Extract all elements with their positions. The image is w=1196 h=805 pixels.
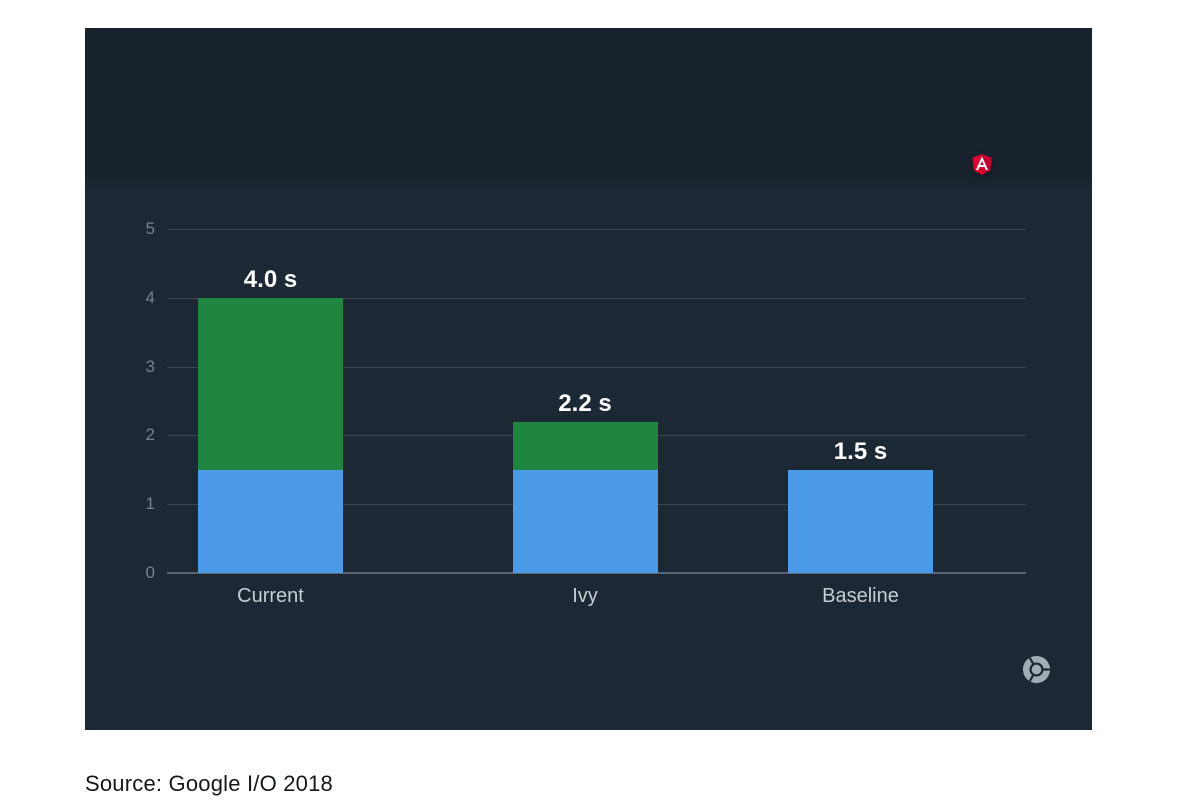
y-tick-label: 2 xyxy=(145,425,155,445)
bar-segment-framework-overhead xyxy=(512,421,658,470)
x-axis-label: Ivy xyxy=(572,585,598,607)
bar-chart: 5 4 3 2 1 0 4.0 s Current 2.2 s Ivy 1.5 s Baseline xyxy=(85,28,1092,730)
y-tick-label: 0 xyxy=(145,563,155,582)
bar-segment-framework-overhead xyxy=(198,297,343,470)
y-tick-label: 1 xyxy=(145,494,155,514)
bar-value-label: 2.2 s xyxy=(558,389,612,417)
y-tick-label: 5 xyxy=(145,219,155,238)
x-axis-label: Current xyxy=(237,585,304,607)
gridline-y4 xyxy=(167,297,1026,299)
y-tick-label: 3 xyxy=(145,356,155,376)
gridline-y3 xyxy=(167,366,1026,368)
slide-panel: 5 4 3 2 1 0 4.0 s Current 2.2 s Ivy 1.5 s Baseline xyxy=(85,28,1092,730)
x-axis-label: Baseline xyxy=(822,585,899,607)
bar-segment-baseline-load-time xyxy=(198,469,343,573)
bar-value-label: 1.5 s xyxy=(833,437,888,465)
angular-logo xyxy=(972,154,992,175)
source-caption: Source: Google I/O 2018 xyxy=(85,771,333,796)
gridline-y5 xyxy=(167,229,1026,230)
bar-segment-baseline-load-time xyxy=(788,469,933,573)
bar-value-label: 4.0 s xyxy=(243,265,298,293)
gridline-y0 xyxy=(167,572,1026,574)
y-tick-label: 4 xyxy=(145,287,155,307)
bar-segment-baseline-load-time xyxy=(512,469,658,573)
chrome-logo xyxy=(1022,655,1051,684)
